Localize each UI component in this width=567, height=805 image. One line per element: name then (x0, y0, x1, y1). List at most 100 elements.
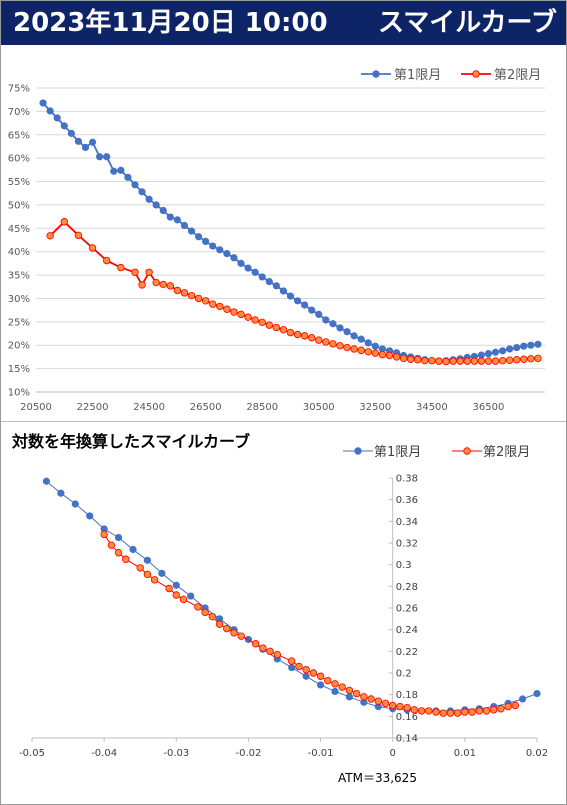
data-point-1 (265, 278, 273, 286)
data-point-2 (392, 353, 401, 361)
data-point-2 (322, 338, 330, 346)
data-point-1 (371, 342, 379, 350)
y-tick-label: 65% (8, 130, 30, 141)
data-point-1 (329, 320, 337, 328)
series-line-1 (42, 102, 539, 363)
data-point-2 (482, 707, 491, 715)
data-point-2 (378, 350, 387, 359)
data-point-1 (534, 340, 542, 348)
data-point-1 (71, 500, 79, 508)
y-tick-label: 0.24 (396, 625, 418, 636)
data-point-1 (39, 99, 47, 107)
y-tick-label: 75% (8, 84, 30, 95)
data-point-2 (446, 709, 455, 717)
data-point-2 (286, 328, 295, 337)
data-point-2 (266, 647, 274, 656)
data-point-2 (435, 357, 443, 365)
data-point-2 (194, 294, 203, 303)
legend-label-2: 第2限月 (494, 68, 541, 83)
smile-curve-chart: 75% 70% 65% 60% 55% 50% 45% 40% 35% 30% 25% 20% 15% 1… (8, 68, 545, 413)
data-point-1 (286, 292, 295, 300)
data-point-2 (295, 662, 303, 671)
data-point-2 (159, 280, 167, 289)
data-point-2 (237, 310, 245, 319)
y-tick-label: 60% (8, 154, 30, 165)
data-point-1 (288, 663, 296, 672)
y-tick-label: 25% (8, 317, 30, 328)
atm-annotation: ATM＝33,625 (338, 771, 417, 785)
data-point-2 (367, 695, 375, 703)
data-point-2 (117, 263, 125, 272)
y-tick-label: 0.22 (396, 647, 418, 658)
data-point-1 (187, 227, 196, 235)
data-point-2 (223, 624, 231, 633)
data-point-1 (138, 188, 146, 196)
data-point-2 (504, 702, 512, 711)
data-point-1 (345, 693, 354, 701)
data-point-2 (131, 268, 139, 276)
x-tick-label: 24500 (133, 402, 165, 413)
data-point-2 (498, 356, 507, 365)
data-point-2 (288, 657, 296, 665)
data-point-1 (477, 351, 485, 359)
x-tick-label: 0 (390, 748, 396, 759)
data-point-1 (506, 345, 514, 353)
data-point-1 (484, 350, 493, 358)
data-point-1 (57, 489, 65, 497)
data-point-1 (209, 242, 217, 250)
data-point-1 (124, 173, 132, 181)
data-point-2 (428, 356, 436, 365)
y-tick-label: 30% (8, 294, 30, 305)
data-point-1 (498, 347, 507, 355)
data-point-1 (152, 201, 160, 209)
data-point-2 (180, 289, 189, 297)
data-point-2 (166, 282, 175, 290)
legend-label-2: 第2限月 (483, 445, 530, 460)
data-point-2 (338, 683, 346, 691)
data-point-1 (251, 268, 259, 276)
x-tick-label: 0.02 (526, 748, 548, 759)
data-point-2 (172, 591, 180, 599)
data-point-2 (389, 701, 397, 710)
data-point-1 (315, 310, 323, 318)
data-point-2 (456, 357, 464, 365)
y-tick-label: 0.3 (396, 560, 412, 571)
data-point-2 (453, 709, 462, 717)
data-point-1 (187, 592, 195, 600)
y-tick-label: 0.16 (396, 712, 418, 723)
data-point-1 (223, 249, 231, 258)
y-tick-label: 0.18 (396, 690, 418, 701)
series-line-2 (49, 220, 538, 363)
data-point-1 (117, 166, 125, 174)
data-point-2 (336, 341, 344, 350)
data-point-1 (60, 122, 68, 130)
data-point-2 (425, 707, 433, 715)
y-tick-label: 55% (8, 177, 30, 188)
data-point-1 (216, 246, 224, 254)
data-point-1 (103, 153, 111, 161)
data-point-1 (180, 221, 189, 230)
data-point-1 (81, 143, 90, 151)
data-point-1 (172, 581, 180, 589)
data-point-1 (350, 332, 358, 340)
x-tick-label: 26500 (190, 402, 222, 413)
data-point-2 (505, 356, 514, 364)
data-point-2 (230, 308, 238, 316)
data-point-1 (230, 254, 238, 262)
data-point-2 (152, 278, 160, 287)
data-point-2 (114, 549, 123, 557)
y-tick-label: 45% (8, 224, 30, 235)
data-point-2 (273, 650, 281, 659)
y-tick-label: 35% (8, 271, 30, 282)
x-tick-label: 22500 (77, 402, 109, 413)
y-tick-label: 0.36 (396, 495, 418, 506)
data-point-2 (279, 326, 288, 334)
data-point-2 (511, 701, 520, 710)
data-point-1 (67, 129, 75, 137)
data-point-2 (143, 570, 152, 579)
data-point-2 (497, 705, 505, 713)
x-tick-label: 28500 (246, 402, 278, 413)
data-point-2 (374, 697, 382, 705)
data-point-2 (414, 356, 422, 364)
data-point-1 (244, 264, 252, 272)
